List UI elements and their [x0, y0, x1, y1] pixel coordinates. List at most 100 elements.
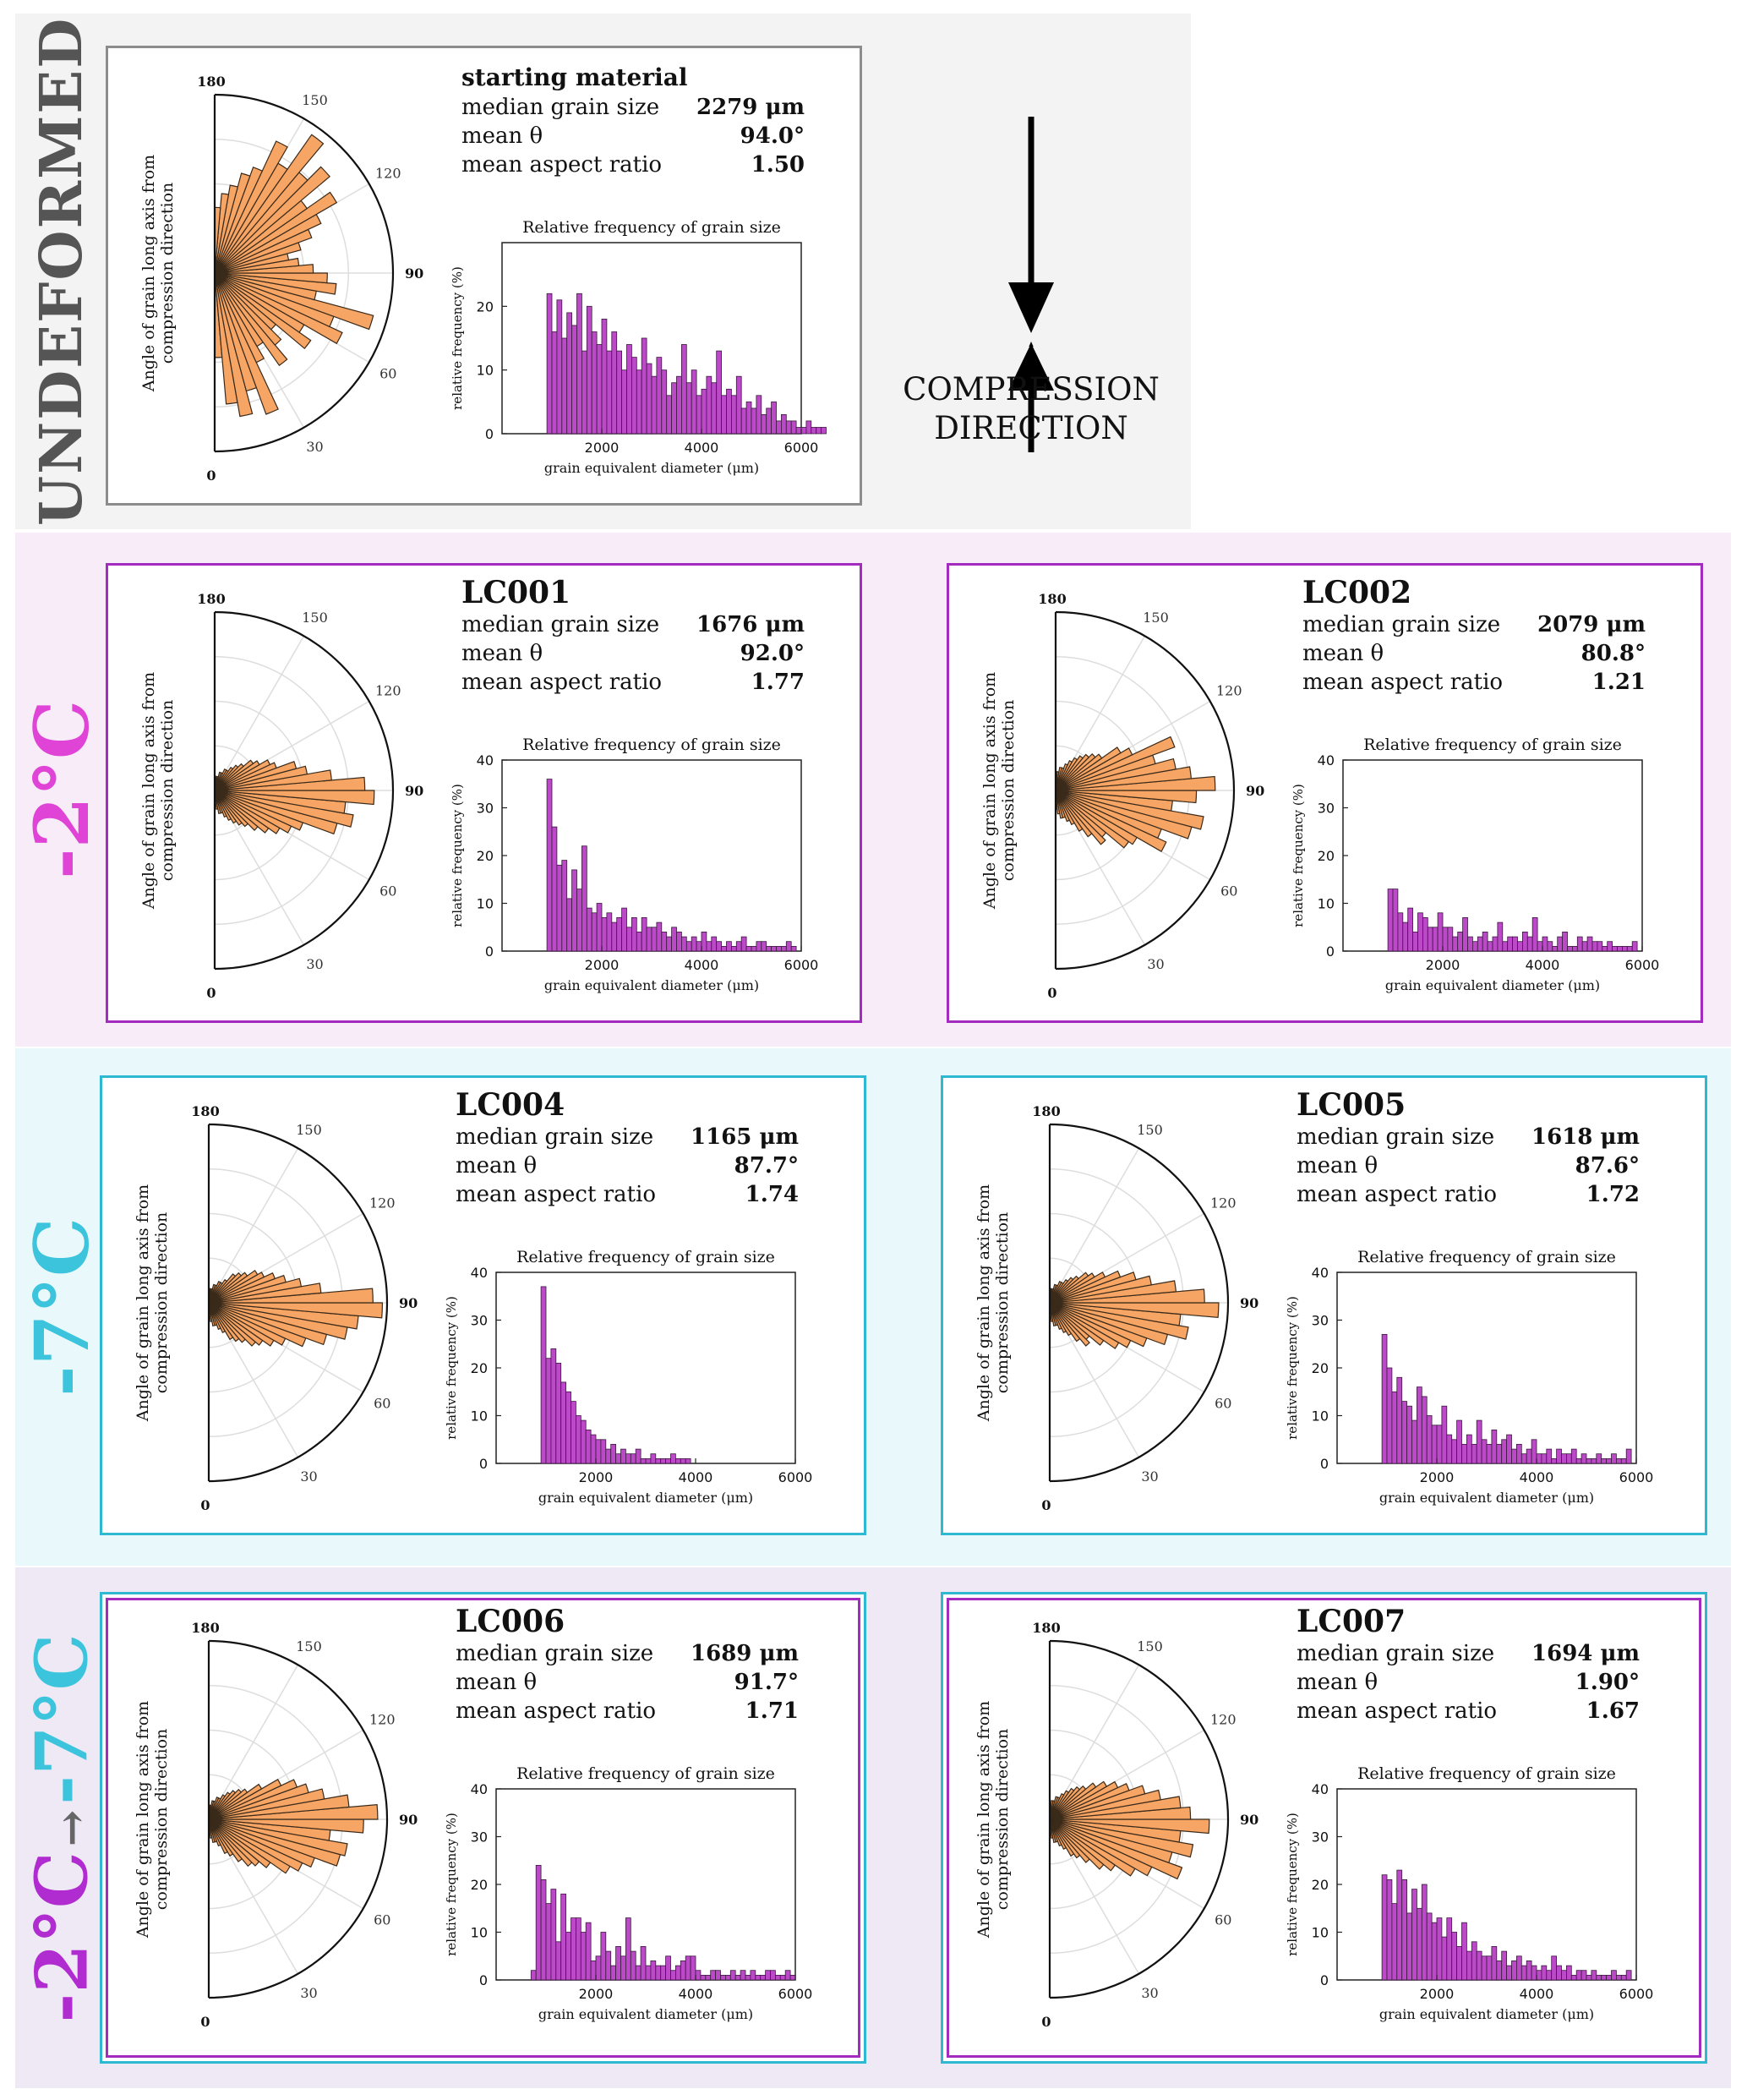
panel-title: starting material — [461, 63, 688, 91]
hist-bar — [585, 1429, 592, 1464]
hist-ylabel-group: relative frequency (%) — [1285, 1296, 1300, 1440]
hist-bar — [1401, 1401, 1408, 1464]
hist-ytick-label: 40 — [1318, 752, 1335, 768]
rose-ylabel-line2: compression direction — [158, 183, 177, 364]
hist-xtick-label: 4000 — [1520, 1986, 1554, 2002]
hist-xtick-label: 4000 — [1526, 957, 1560, 973]
hist-bar — [1436, 1917, 1443, 1981]
rose-tick-label: 120 — [369, 1712, 396, 1728]
hist-title: Relative frequency of grain size — [522, 218, 781, 237]
rose-ylabel-line1: Angle of grain long axis from — [139, 672, 158, 910]
rose-ylabel-line2: compression direction — [152, 1729, 171, 1910]
rose-tick-label: 180 — [197, 591, 225, 607]
hist-ytick-label: 30 — [471, 1829, 488, 1846]
hist-bar — [545, 1903, 552, 1981]
hist-bar — [1616, 1974, 1622, 1981]
hist-xtick-label: 2000 — [579, 1986, 614, 2002]
hist-xtick-label: 4000 — [685, 957, 719, 973]
hist-ylabel: relative frequency (%) — [450, 266, 465, 410]
hist-bar — [616, 350, 623, 435]
hist-bar — [550, 1348, 557, 1464]
hist-xtick-label: 2000 — [1420, 1986, 1455, 2002]
hist-bar — [1625, 1448, 1632, 1464]
hist-xtick-label: 2000 — [1420, 1469, 1455, 1485]
rose-bar — [1049, 1818, 1183, 1880]
hist-bar — [656, 921, 663, 952]
cycle-arrow-icon: → — [46, 1809, 98, 1846]
hist-bar — [670, 1453, 676, 1464]
compression-arrows-icon — [1008, 117, 1054, 392]
hist-bar — [1491, 1429, 1498, 1464]
hist-bar — [1436, 1425, 1443, 1464]
band-label-cycle: -2°C → -7°C — [15, 1567, 108, 2088]
rose-ylabel-line2: compression direction — [999, 700, 1018, 881]
hist-bar — [1491, 1945, 1498, 1981]
rose-outline — [214, 610, 395, 971]
hist-bar — [761, 413, 767, 435]
hist-bar — [1520, 1453, 1527, 1464]
hist-bar — [1506, 1434, 1512, 1464]
hist-ytick-label: 40 — [471, 1781, 488, 1797]
hist-ytick-label: 10 — [1312, 1408, 1329, 1425]
hist-bar — [615, 1945, 621, 1981]
hist-bar — [1620, 1457, 1627, 1464]
median-value: 1676 μm — [696, 612, 805, 637]
hist-ytick-label: 40 — [1312, 1781, 1329, 1797]
hist-bar — [660, 1457, 667, 1464]
hist-bar — [720, 1974, 726, 1981]
rose-bar — [214, 193, 230, 274]
hist-bar — [729, 1970, 736, 1981]
hist-xtick-label: 6000 — [1619, 1986, 1654, 2002]
hist-bar — [1562, 931, 1568, 952]
hist-bar — [1606, 1457, 1612, 1464]
hist-bar — [691, 936, 697, 952]
hist-ytick-label: 0 — [485, 943, 494, 960]
rose-bar — [214, 272, 328, 284]
hist-bar — [651, 375, 658, 435]
theta-value: 80.8° — [1581, 641, 1646, 666]
hist-bar — [1407, 907, 1414, 952]
rose-tick-label: 120 — [375, 683, 401, 699]
rose-bar — [1049, 1302, 1189, 1340]
hist-bar — [1422, 916, 1428, 952]
hist-ytick-label: 20 — [471, 1360, 488, 1376]
hist-xlabel: grain equivalent diameter (μm) — [538, 2006, 753, 2022]
hist-bar — [660, 1965, 667, 1981]
rose-diagram: 0 30 60 90 120 150 180 Angle of grain long axis… — [980, 591, 1264, 1001]
hist-bar — [640, 1945, 647, 1981]
hist-bar — [1391, 1391, 1398, 1464]
hist-bar — [1531, 1965, 1537, 1981]
rose-bar — [214, 272, 282, 346]
hist-bar — [681, 936, 687, 952]
hist-ytick-label: 10 — [471, 1925, 488, 1941]
hist-bar — [591, 912, 598, 952]
histogram: Relative frequency of grain size 0 10 20 30 4… — [450, 736, 818, 993]
hist-bar — [561, 337, 568, 435]
hist-bar — [576, 293, 582, 435]
hist-title: Relative frequency of grain size — [1357, 1764, 1616, 1783]
hist-bar — [1471, 1941, 1477, 1981]
hist-bar — [750, 1970, 756, 1981]
hist-bar — [756, 395, 762, 435]
hist-bar — [640, 1457, 647, 1464]
hist-bar — [745, 945, 752, 952]
hist-bar — [630, 1453, 636, 1464]
hist-bar — [1511, 1448, 1517, 1464]
hist-xtick-label: 6000 — [784, 440, 819, 456]
rose-tick-label: 150 — [296, 1638, 322, 1654]
hist-bar — [625, 1453, 631, 1464]
hist-ytick-label: 0 — [1320, 1456, 1329, 1472]
hist-bar — [551, 331, 558, 435]
hist-bar — [821, 427, 827, 435]
hist-bar — [1442, 927, 1449, 952]
hist-bar — [1536, 1970, 1542, 1981]
rose-tick-label: 150 — [1137, 1638, 1163, 1654]
hist-bar — [1616, 1457, 1622, 1464]
hist-xtick-label: 6000 — [1619, 1469, 1654, 1485]
hist-bar — [1575, 1970, 1582, 1981]
hist-bar — [726, 388, 732, 435]
hist-bar — [641, 337, 647, 435]
aspect-value: 1.77 — [751, 670, 805, 695]
panel-lc007: 0 30 60 90 120 150 180 Angle of grain long axis… — [941, 1592, 1707, 2064]
hist-bar — [635, 1965, 641, 1981]
